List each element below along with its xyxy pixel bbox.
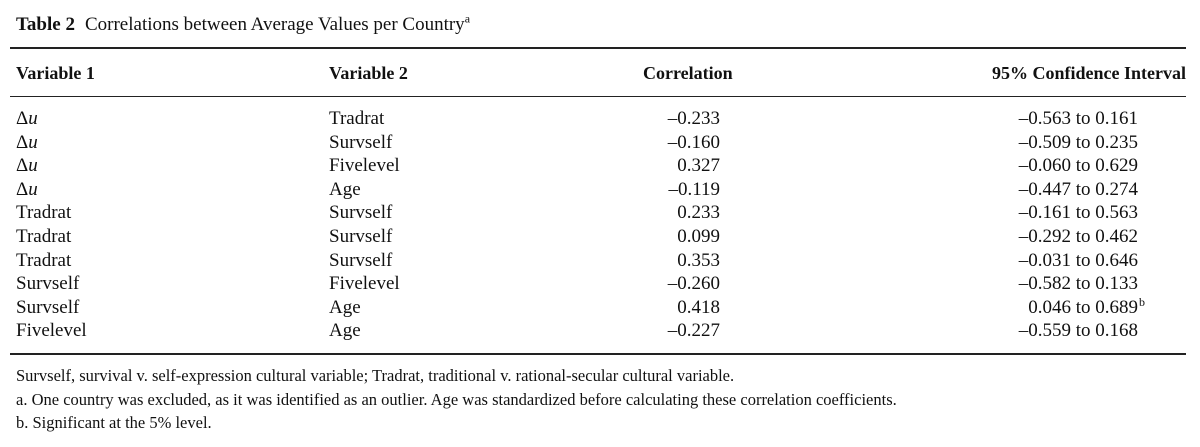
ci-value: 0.046 to 0.689 <box>1028 296 1138 318</box>
footnote-a: a. One country was excluded, as it was i… <box>16 389 897 409</box>
cell-variable-1: Tradrat <box>16 249 72 271</box>
cell-variable-1: Δu <box>16 178 38 200</box>
cell-confidence-interval: –0.447 to 0.274 <box>1018 178 1138 200</box>
cell-variable-2: Fivelevel <box>329 273 400 295</box>
header-rule <box>10 96 1186 97</box>
cell-confidence-interval: –0.292 to 0.462 <box>1018 225 1138 247</box>
table-row: Δu Age –0.119 –0.447 to 0.274 <box>0 178 1200 202</box>
cell-confidence-interval: –0.582 to 0.133 <box>1018 273 1138 295</box>
header-confidence-interval: 95% Confidence Interval <box>992 63 1186 83</box>
cell-correlation: –0.233 <box>667 108 720 129</box>
table-row: Survself Fivelevel –0.260 –0.582 to 0.13… <box>0 272 1200 296</box>
top-rule <box>10 47 1186 49</box>
cell-variable-2: Survself <box>329 225 393 247</box>
cell-variable-1: Δu <box>16 108 38 129</box>
cell-confidence-interval: 0.046 to 0.689 b <box>1028 294 1145 318</box>
table-row: Fivelevel Age –0.227 –0.559 to 0.168 <box>0 319 1200 343</box>
cell-confidence-interval: –0.563 to 0.161 <box>1018 108 1138 129</box>
table-row: Tradrat Survself 0.353 –0.031 to 0.646 <box>0 249 1200 273</box>
table-row: Δu Survself –0.160 –0.509 to 0.235 <box>0 131 1200 155</box>
table-row: Tradrat Survself 0.099 –0.292 to 0.462 <box>0 225 1200 249</box>
cell-correlation: –0.119 <box>668 178 720 200</box>
cell-correlation: –0.160 <box>667 131 720 153</box>
cell-confidence-interval: –0.509 to 0.235 <box>1018 131 1138 153</box>
header-correlation: Correlation <box>643 63 733 83</box>
cell-confidence-interval: –0.060 to 0.629 <box>1018 155 1138 177</box>
cell-variable-2: Age <box>329 178 361 200</box>
bottom-rule <box>10 353 1186 355</box>
cell-correlation: 0.233 <box>677 202 720 224</box>
cell-correlation: –0.227 <box>667 320 720 342</box>
table-header: Variable 1 Variable 2 Correlation 95% Co… <box>0 61 1200 85</box>
cell-confidence-interval: –0.559 to 0.168 <box>1018 320 1138 342</box>
cell-correlation: 0.353 <box>677 249 720 271</box>
table-body: Δu Tradrat –0.233 –0.563 to 0.161 Δu Sur… <box>0 107 1200 343</box>
cell-correlation: –0.260 <box>667 273 720 295</box>
cell-variable-2: Age <box>329 296 361 318</box>
table-row: Δu Fivelevel 0.327 –0.060 to 0.629 <box>0 154 1200 178</box>
table-row: Tradrat Survself 0.233 –0.161 to 0.563 <box>0 201 1200 225</box>
footnote-b: b. Significant at the 5% level. <box>16 413 212 432</box>
table-label: Table 2 <box>16 14 75 35</box>
cell-confidence-interval: –0.161 to 0.563 <box>1018 202 1138 224</box>
cell-confidence-interval: –0.031 to 0.646 <box>1018 249 1138 271</box>
cell-variable-1: Δu <box>16 155 38 177</box>
cell-correlation: 0.327 <box>677 155 720 177</box>
cell-correlation: 0.418 <box>677 296 720 318</box>
footnote-abbreviations: Survself, survival v. self-expression cu… <box>16 366 735 385</box>
cell-variable-1: Fivelevel <box>16 320 87 342</box>
caption-note-mark: a <box>464 11 471 26</box>
cell-correlation: 0.099 <box>677 225 720 247</box>
table-footnotes: Survself, survival v. self-expression cu… <box>16 364 897 435</box>
table-row: Survself Age 0.418 0.046 to 0.689 b <box>0 296 1200 320</box>
cell-variable-2: Survself <box>329 202 393 224</box>
cell-variable-2: Tradrat <box>329 108 385 129</box>
cell-variable-1: Tradrat <box>16 202 72 224</box>
cell-variable-1: Δu <box>16 131 38 153</box>
table-title: Correlations between Average Values per … <box>84 14 465 35</box>
cell-variable-2: Survself <box>329 249 393 271</box>
table-caption: Table 2 Correlations between Average Valu… <box>16 13 470 37</box>
cell-variable-2: Survself <box>329 131 393 153</box>
header-variable-1: Variable 1 <box>16 63 95 83</box>
header-variable-2: Variable 2 <box>329 63 408 83</box>
table-row: Δu Tradrat –0.233 –0.563 to 0.161 <box>0 107 1200 131</box>
cell-variable-1: Survself <box>16 296 80 318</box>
cell-variable-2: Fivelevel <box>329 155 400 177</box>
cell-variable-2: Age <box>329 320 361 342</box>
cell-variable-1: Survself <box>16 273 80 295</box>
cell-variable-1: Tradrat <box>16 225 72 247</box>
